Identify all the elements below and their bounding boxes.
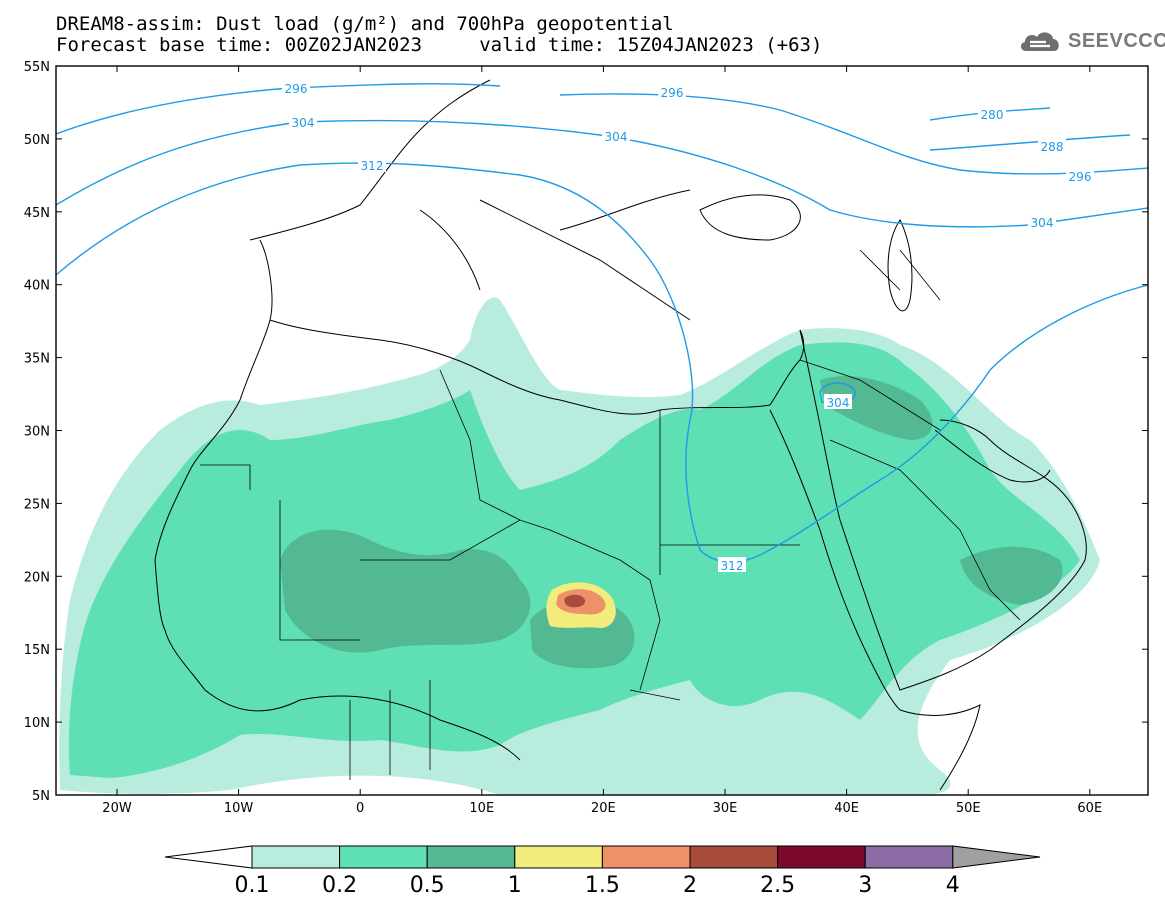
contour-312 <box>56 162 1148 563</box>
coastline-persian-gulf <box>934 429 1051 483</box>
contour-label: 304 <box>292 116 315 130</box>
dust-area-strong-iraq <box>820 376 933 440</box>
coastline-horn-africa <box>899 704 981 791</box>
lat-label: 10N <box>24 716 50 731</box>
dust-area-strong-west <box>280 529 531 653</box>
contour-label-bg <box>824 394 852 409</box>
longitude-axis: 20W 10W 0 10E 20E 30E 40E 50E 60E <box>102 66 1102 816</box>
coastline-arabia <box>799 329 1087 691</box>
contour-label-bg <box>282 80 310 95</box>
lon-label: 20W <box>102 801 132 816</box>
contour-label-bg <box>358 157 386 172</box>
colorbar-swatch <box>601 845 691 869</box>
lon-label: 30E <box>713 801 738 816</box>
lon-label: 50E <box>956 801 981 816</box>
lat-label: 45N <box>24 206 50 221</box>
contour-label: 312 <box>721 559 744 573</box>
borders-middle-east <box>799 249 1021 621</box>
borders-africa <box>200 369 800 780</box>
latitude-axis: 55N 50N 45N 40N 35N 30N 25N 20N 15N 10N 5N <box>24 60 1148 804</box>
contour-label-bg <box>1028 214 1056 229</box>
colorbar-label: 0.2 <box>322 873 357 898</box>
logo-text: SEEVCCC <box>1068 29 1165 52</box>
contour-label-bg <box>978 106 1006 121</box>
contour-label-bg <box>289 114 317 129</box>
contour-label: 304 <box>827 396 850 410</box>
colorbar-label: 1 <box>508 873 522 898</box>
colorbar-swatch <box>251 845 341 869</box>
lon-label: 40E <box>834 801 859 816</box>
coastline-europe <box>249 79 691 321</box>
lat-label: 30N <box>24 425 50 440</box>
cloud-logo-icon <box>1020 32 1059 51</box>
lat-label: 55N <box>24 60 50 75</box>
contour-label: 280 <box>981 108 1004 122</box>
map-title: DREAM8-assim: Dust load (g/m²) and 700hP… <box>56 13 674 35</box>
coastline-red-sea-west <box>769 409 901 711</box>
lon-label: 0 <box>356 801 364 816</box>
contour-288 <box>929 134 1131 151</box>
colorbar-label: 0.5 <box>410 873 445 898</box>
forecast-time-subtitle: Forecast base time: 00Z02JAN2023 valid t… <box>56 34 823 56</box>
contour-label-bg <box>718 557 746 572</box>
lat-label: 20N <box>24 570 50 585</box>
colorbar-swatch <box>864 845 954 869</box>
colorbar: 0.1 0.2 0.5 1 1.5 2 2.5 3 4 <box>164 845 1041 898</box>
lon-label: 60E <box>1077 801 1102 816</box>
contour-label-bg <box>602 128 630 143</box>
colorbar-label: 2 <box>683 873 697 898</box>
dust-load-field <box>59 297 1100 795</box>
lat-label: 15N <box>24 643 50 658</box>
coastlines-borders <box>154 79 1087 791</box>
lat-label: 35N <box>24 352 50 367</box>
contour-296-east <box>559 93 1148 175</box>
contour-label: 304 <box>605 130 628 144</box>
contour-label: 296 <box>661 86 684 100</box>
colorbar-label: 4 <box>946 873 960 898</box>
contour-label-bg <box>658 84 686 99</box>
dust-area-medium <box>68 342 1080 778</box>
colorbar-swatch <box>777 845 866 869</box>
dust-hotspot-red <box>564 594 586 608</box>
seevccc-logo: SEEVCCC <box>1018 24 1165 58</box>
dust-area-strong-arabia <box>960 546 1063 605</box>
colorbar-swatch <box>339 845 428 869</box>
lat-label: 40N <box>24 279 50 294</box>
colorbar-swatch <box>426 845 516 869</box>
contour-label-bg <box>1038 138 1066 153</box>
contour-304 <box>56 119 1148 228</box>
colorbar-label: 1.5 <box>585 873 620 898</box>
coastline-black-sea <box>699 194 801 241</box>
lat-label: 5N <box>32 789 50 804</box>
lon-label: 20E <box>591 801 616 816</box>
contour-labels: 296 304 312 296 304 280 288 296 304 304 312 <box>282 80 1094 573</box>
colorbar-swatch <box>514 845 603 869</box>
lat-label: 50N <box>24 133 50 148</box>
lat-label: 25N <box>24 497 50 512</box>
colorbar-label: 3 <box>858 873 872 898</box>
contour-296-west <box>56 83 501 135</box>
contour-label: 288 <box>1041 140 1064 154</box>
contour-label: 304 <box>1031 216 1054 230</box>
contour-label: 312 <box>361 159 384 173</box>
colorbar-max-arrow <box>952 845 1041 869</box>
contour-label-bg <box>1066 168 1094 183</box>
colorbar-min-arrow <box>164 845 253 869</box>
contour-label: 296 <box>285 82 308 96</box>
colorbar-swatch <box>689 845 779 869</box>
colorbar-label: 2.5 <box>760 873 795 898</box>
coastline-mediterranean-south <box>269 319 771 415</box>
colorbar-label: 0.1 <box>235 873 270 898</box>
lon-label: 10E <box>469 801 494 816</box>
lon-label: 10W <box>224 801 254 816</box>
coastline-caspian <box>887 219 913 312</box>
coastline-west-africa <box>154 239 521 761</box>
contour-label: 296 <box>1069 170 1092 184</box>
